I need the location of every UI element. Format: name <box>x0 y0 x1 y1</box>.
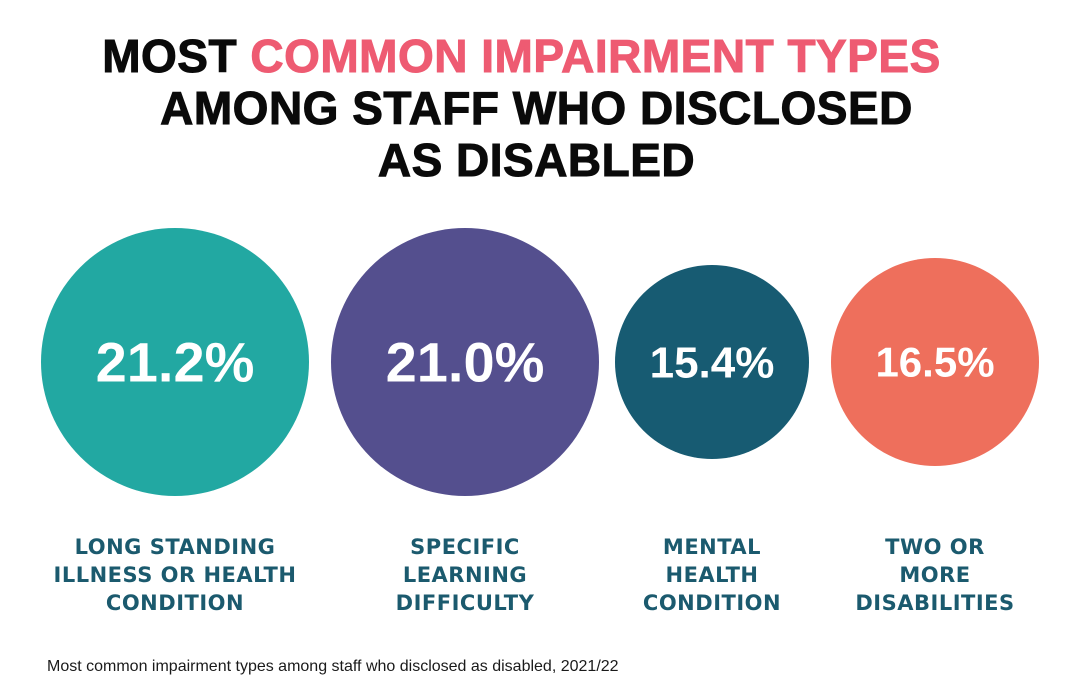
title-line-3: AS DISABLED <box>377 134 696 187</box>
category-label-4-line-2: MORE <box>899 563 970 587</box>
category-label-4-line-1: TWO OR <box>885 535 985 559</box>
category-label-4-line-3: DISABILITIES <box>855 591 1014 615</box>
category-label-3-line-3: CONDITION <box>643 591 781 615</box>
category-label-1-line-2: ILLNESS OR HEALTH <box>54 563 297 587</box>
bubble-1 <box>41 228 309 496</box>
title-line-2: AMONG STAFF WHO DISCLOSED <box>160 82 913 135</box>
category-label-2-line-2: LEARNING <box>403 563 527 587</box>
category-label-3-line-1: MENTAL <box>663 535 761 559</box>
category-label-2-line-1: SPECIFIC <box>410 535 520 559</box>
bubble-value-label-2: 21.0% <box>386 331 545 394</box>
bubble-3 <box>615 265 809 459</box>
title-line-1: MOST COMMON IMPAIRMENT TYPES <box>0 30 1073 83</box>
bubble-2 <box>331 228 599 496</box>
title-prefix: MOST <box>102 30 238 83</box>
bubble-4 <box>831 258 1039 466</box>
bubble-value-label-1: 21.2% <box>96 331 255 394</box>
category-label-3-line-2: HEALTH <box>666 563 759 587</box>
bubble-value-label-3: 15.4% <box>650 338 775 387</box>
category-label-1-line-3: CONDITION <box>106 591 244 615</box>
category-label-1-line-1: LONG STANDING <box>75 535 276 559</box>
chart-title: MOST COMMON IMPAIRMENT TYPES AMONG STAFF… <box>0 30 1073 187</box>
bubble-value-label-4: 16.5% <box>875 339 994 386</box>
category-label-2-line-3: DIFFICULTY <box>396 591 535 615</box>
title-highlight: COMMON IMPAIRMENT TYPES <box>250 30 941 83</box>
chart-caption: Most common impairment types among staff… <box>47 658 619 675</box>
